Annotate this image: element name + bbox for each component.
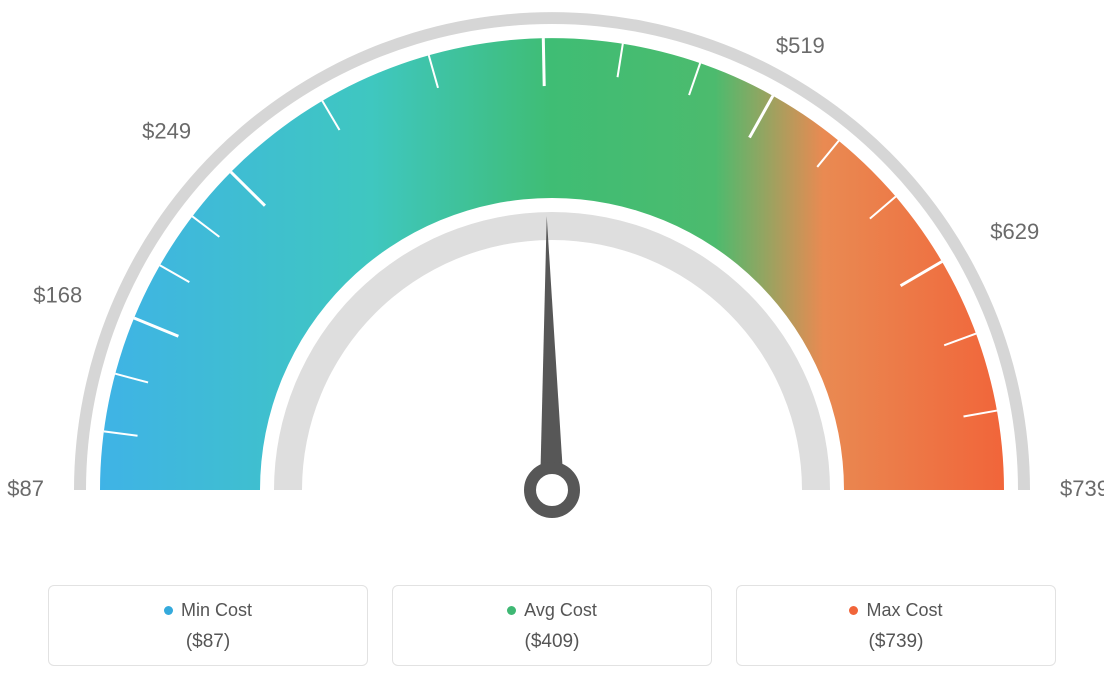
legend-avg-dot xyxy=(507,606,516,615)
svg-text:$249: $249 xyxy=(142,119,191,144)
legend-min-value: ($87) xyxy=(59,631,357,653)
legend-avg-value: ($409) xyxy=(403,631,701,653)
legend-min-label: Min Cost xyxy=(181,600,252,621)
svg-text:$629: $629 xyxy=(990,219,1039,244)
legend-max: Max Cost ($739) xyxy=(736,585,1056,666)
legend-max-label: Max Cost xyxy=(866,600,942,621)
svg-text:$168: $168 xyxy=(33,283,82,308)
svg-text:$87: $87 xyxy=(7,476,44,501)
svg-text:$739: $739 xyxy=(1060,476,1104,501)
legend-min: Min Cost ($87) xyxy=(48,585,368,666)
legend-max-dot xyxy=(849,606,858,615)
gauge-chart: $87$168$249$409$519$629$739 xyxy=(0,0,1104,570)
legend-avg: Avg Cost ($409) xyxy=(392,585,712,666)
legend-avg-label: Avg Cost xyxy=(524,600,597,621)
legend-max-value: ($739) xyxy=(747,631,1045,653)
legend-row: Min Cost ($87) Avg Cost ($409) Max Cost … xyxy=(48,585,1056,666)
svg-text:$519: $519 xyxy=(776,33,825,58)
legend-min-dot xyxy=(164,606,173,615)
cost-gauge-widget: $87$168$249$409$519$629$739 Min Cost ($8… xyxy=(0,0,1104,690)
